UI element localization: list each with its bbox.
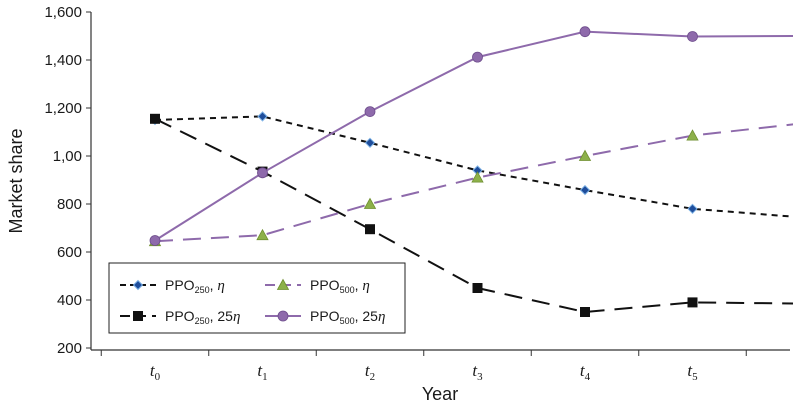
data-point	[472, 51, 483, 63]
data-point	[686, 129, 699, 141]
data-point	[257, 167, 268, 179]
series-ppo250-eta	[149, 111, 793, 218]
y-tick-label: 400	[57, 292, 82, 309]
legend-label: PPO250, η	[165, 277, 225, 295]
axes	[90, 12, 790, 351]
legend: PPO250, η PPO250, 25η PPO500, η PPO500, 25η	[108, 262, 406, 334]
series-ppo500-25eta	[149, 26, 793, 246]
data-point	[472, 283, 483, 293]
x-tick-label: t3	[472, 361, 483, 383]
legend-entry: PPO500, 25η	[265, 308, 385, 326]
legend-entry: PPO250, η	[120, 277, 225, 295]
legend-marker	[133, 311, 143, 321]
series-layer	[148, 26, 793, 317]
data-point	[257, 111, 268, 122]
y-tick-label: 1,00	[53, 148, 82, 165]
y-tick-label: 1,600	[44, 4, 82, 21]
legend-entry: PPO250, 25η	[120, 308, 240, 326]
data-point	[687, 203, 698, 215]
x-tick-label: t4	[580, 361, 591, 383]
data-point	[580, 307, 590, 317]
x-tick-label: t0	[150, 361, 161, 383]
legend-label: PPO500, 25η	[310, 308, 385, 326]
data-point	[579, 26, 591, 38]
legend-label: PPO500, η	[310, 277, 370, 295]
data-point	[256, 228, 269, 241]
y-tick-label: 200	[57, 340, 82, 357]
x-tick-label: t2	[365, 361, 375, 383]
y-tick-label: 1,400	[44, 52, 82, 69]
legend-marker	[132, 279, 144, 291]
legend-label: PPO250, 25η	[165, 308, 240, 326]
data-point	[579, 184, 591, 196]
series-ppo500-eta	[148, 123, 793, 247]
y-tick-label: 1,200	[44, 100, 82, 117]
y-tick-label: 600	[57, 244, 82, 261]
y-ticks: 200 400 600 800 1,00 1,200 1,400 1,600	[44, 4, 91, 357]
y-axis-label: Market share	[6, 128, 26, 233]
legend-marker	[277, 310, 289, 322]
data-point	[687, 297, 698, 308]
legend-box	[108, 262, 406, 334]
x-tick-label: t5	[687, 361, 698, 383]
data-point	[149, 235, 161, 246]
series-line	[154, 115, 793, 218]
data-point	[364, 106, 376, 117]
x-tick-label: t1	[257, 361, 267, 383]
data-point	[687, 31, 698, 42]
data-point	[363, 197, 377, 209]
legend-entry: PPO500, η	[265, 277, 370, 295]
data-point	[365, 224, 375, 235]
data-point	[150, 113, 160, 124]
x-axis-label: Year	[422, 384, 458, 404]
x-ticks: t0t1t2t3t4t5t6	[100, 350, 747, 383]
data-point	[471, 171, 484, 183]
data-point	[578, 149, 592, 161]
data-point	[364, 137, 376, 149]
y-tick-label: 800	[57, 196, 82, 213]
legend-marker	[276, 278, 290, 290]
